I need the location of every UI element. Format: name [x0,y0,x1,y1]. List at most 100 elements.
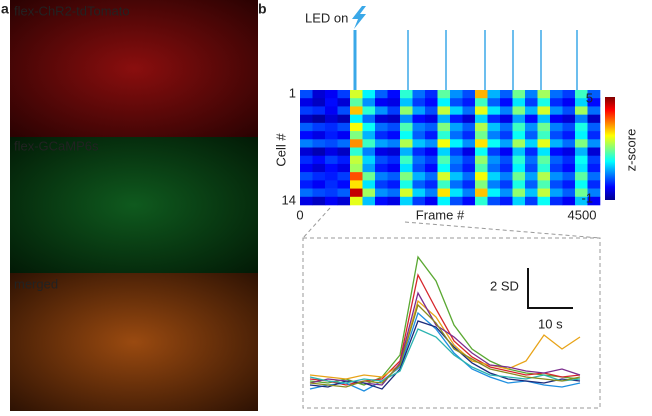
heatmap-cell [575,114,588,124]
heatmap-cell [487,122,501,132]
heatmap-cell [312,155,326,165]
heatmap-cell [400,147,413,157]
heatmap-cell [350,131,363,140]
heatmap-cell [312,122,326,132]
heatmap-cell [487,106,501,115]
heatmap-cell [500,139,513,148]
heatmap-cell [550,122,563,132]
heatmap-cell [462,139,476,148]
heatmap-cell [375,122,388,132]
heatmap-cell [562,196,576,206]
heatmap-cell [375,106,388,115]
heatmap-cell [512,122,526,132]
trace [309,311,581,392]
heatmap-cell [550,114,563,124]
heatmap-cell [412,131,426,140]
heatmap-cell [562,139,576,148]
heatmap-cell [412,188,426,198]
heatmap-cell [537,106,551,115]
heatmap-cell [387,114,401,124]
heatmap-cell [562,90,576,99]
heatmap-cell [300,147,313,157]
image-gcamp [10,137,258,273]
heatmap-cell [562,114,576,124]
heatmap-cell [475,196,488,206]
zoom-guides [302,207,601,409]
heatmap-cell [425,180,438,189]
heatmap-cell [450,180,463,189]
y-axis-label: Cell # [273,133,288,167]
heatmap-cell [412,172,426,181]
heatmap-cell [362,180,376,189]
heatmap-cell [362,122,376,132]
heatmap-cell [462,114,476,124]
heatmap-cell [425,122,438,132]
heatmap-cell [512,106,526,115]
heatmap-cell [550,180,563,189]
heatmap-cell [337,98,351,107]
heatmap-cell [462,196,476,206]
heatmap-cell [537,155,551,165]
heatmap-cell [312,172,326,181]
heatmap-cell [325,172,338,181]
heatmap-cell [487,139,501,148]
heatmap-cell [362,139,376,148]
heatmap-cell [462,90,476,99]
heatmap-cell [300,163,313,173]
heatmap-cell [350,106,363,115]
heatmap-cell [437,147,451,157]
heatmap-cell [325,155,338,165]
heatmap-cell [437,155,451,165]
heatmap-cell [400,180,413,189]
heatmap-cell [312,106,326,115]
heatmap-cell [375,90,388,99]
heatmap-cell [387,122,401,132]
heatmap-cell [525,163,538,173]
heatmap-cell [575,90,588,99]
heatmap-cell [300,139,313,148]
heatmap-cell [450,172,463,181]
heatmap-cell [425,139,438,148]
heatmap-cell [387,155,401,165]
heatmap-cell [487,114,501,124]
heatmap-cell [387,147,401,157]
heatmap-cell [487,147,501,157]
colorbar [605,97,615,200]
heatmap-cell [550,131,563,140]
heatmap-cell [550,155,563,165]
heatmap-cell [550,196,563,206]
heatmap-cell [312,163,326,173]
led-label: LED on [305,10,348,25]
heatmap-cell [575,98,588,107]
heatmap-cell [487,172,501,181]
heatmap-cell [337,122,351,132]
heatmap-cell [500,90,513,99]
heatmap-cell [300,98,313,107]
heatmap-cell [412,98,426,107]
y-tick-label: 1 [289,86,296,101]
heatmap-cell [462,131,476,140]
heatmap-cell [437,122,451,132]
heatmap-cell [525,155,538,165]
heatmap-cell [387,106,401,115]
heatmap-cell [375,196,388,206]
heatmap-cell [387,180,401,189]
heatmap-cell [512,114,526,124]
heatmap-cell [450,106,463,115]
heatmap-cell [475,90,488,99]
heatmap-cell [575,163,588,173]
heatmap-cell [325,196,338,206]
heatmap-cell [575,196,588,206]
heatmap-cell [337,180,351,189]
heatmap-cell [450,163,463,173]
heatmap-cell [525,114,538,124]
heatmap-cell [587,196,601,206]
heatmap-cell [537,139,551,148]
panel-letter: b [258,1,267,17]
heatmap-cell [512,196,526,206]
heatmap-cell [562,172,576,181]
heatmap-cell [462,147,476,157]
heatmap-cell [462,172,476,181]
heatmap-cell [337,114,351,124]
heatmap-cell [587,147,601,157]
